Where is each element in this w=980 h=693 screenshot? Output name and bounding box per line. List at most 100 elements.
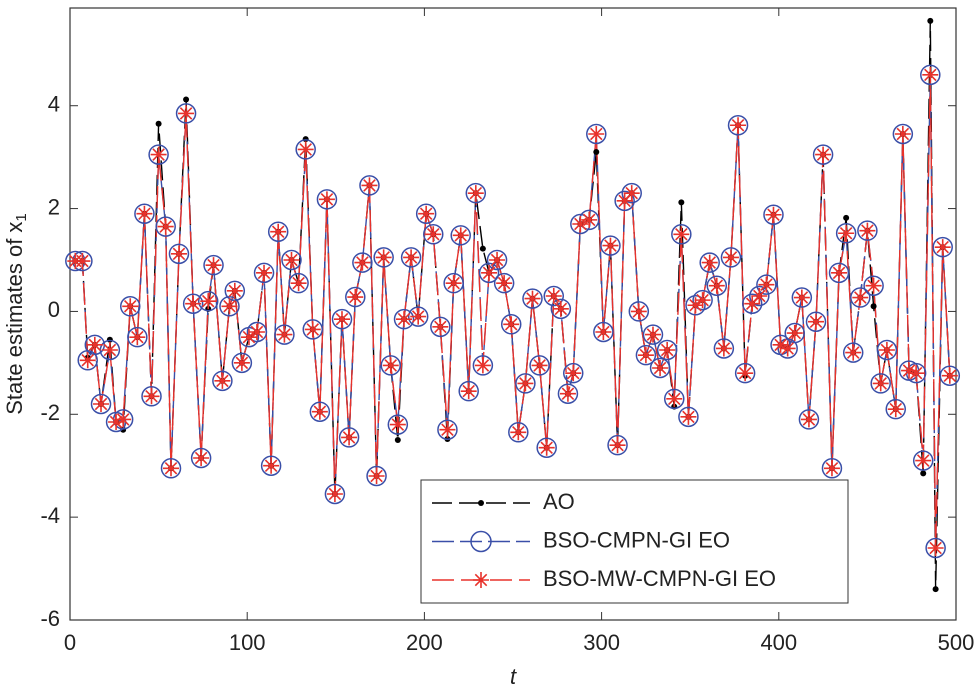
y-tick-label: -2 — [40, 400, 60, 425]
star-marker — [630, 303, 647, 320]
circle-marker — [656, 339, 678, 361]
star-marker — [694, 292, 711, 309]
star-marker — [425, 226, 442, 243]
circle-marker — [536, 437, 557, 458]
star-marker — [922, 66, 939, 83]
legend-label: AO — [543, 489, 575, 514]
star-marker — [644, 326, 661, 343]
star-marker — [452, 227, 469, 244]
circle-marker — [430, 316, 451, 338]
star-marker — [808, 313, 825, 330]
star-marker — [226, 282, 243, 299]
star-marker — [163, 460, 180, 477]
star-marker — [687, 297, 704, 314]
star-marker — [403, 249, 420, 266]
star-marker — [297, 141, 314, 158]
circle-marker — [486, 249, 508, 271]
circle-marker — [231, 352, 253, 374]
star-marker — [673, 226, 690, 243]
star-marker — [503, 316, 520, 333]
star-marker — [751, 288, 768, 304]
star-marker — [595, 324, 612, 340]
star-marker — [765, 206, 782, 223]
star-marker — [221, 298, 238, 315]
circle-marker — [828, 262, 850, 284]
y-tick-label: -6 — [40, 606, 60, 631]
plot-frame — [69, 7, 957, 621]
x-tick-label: 500 — [938, 630, 975, 655]
circle-marker — [749, 285, 770, 307]
ao-dot — [155, 120, 162, 127]
star-marker — [623, 185, 640, 202]
circle-marker — [857, 220, 878, 241]
circle-marker — [500, 314, 522, 335]
star-marker — [701, 254, 718, 271]
star-marker — [290, 275, 307, 292]
star-marker — [256, 264, 273, 281]
circle-marker — [557, 383, 579, 404]
star-marker — [432, 318, 449, 335]
star-marker — [894, 126, 911, 142]
y-label-sub: 1 — [13, 213, 30, 221]
circle-marker — [415, 203, 437, 224]
star-marker — [311, 403, 328, 420]
circle-marker — [835, 223, 857, 244]
circle-marker — [493, 272, 515, 294]
star-marker — [418, 205, 435, 222]
circle-marker — [260, 455, 282, 476]
circle-marker — [522, 288, 543, 309]
circle-marker — [345, 286, 366, 308]
star-marker — [86, 336, 103, 353]
circle-marker — [720, 247, 742, 268]
star-marker — [517, 375, 534, 392]
circle-marker — [316, 189, 338, 210]
circle-marker — [885, 398, 907, 420]
y-axis-label: State estimates of x1 — [2, 213, 30, 415]
ao-dot — [920, 470, 927, 477]
circle-marker — [628, 301, 650, 322]
circle-marker — [850, 287, 871, 308]
y-tick-label: 2 — [48, 194, 60, 219]
circle-marker — [876, 339, 898, 361]
star-marker — [572, 216, 589, 232]
star-marker — [170, 245, 187, 262]
star-marker — [865, 277, 882, 294]
star-marker — [744, 295, 761, 312]
star-marker — [193, 450, 210, 466]
circle-marker — [734, 362, 756, 384]
star-marker — [205, 257, 222, 274]
ao-dot — [843, 214, 850, 221]
star-marker — [248, 324, 265, 340]
star-marker — [410, 308, 427, 325]
circle-marker — [465, 182, 487, 204]
ao-dot — [394, 437, 401, 443]
circle-marker — [324, 483, 346, 505]
circle-marker — [607, 434, 628, 456]
circle-marker — [190, 447, 212, 469]
star-marker — [101, 342, 118, 358]
circle-marker — [478, 262, 500, 284]
star-marker — [200, 293, 217, 310]
circle-marker — [842, 342, 864, 363]
star-marker — [233, 354, 250, 371]
circle-marker — [148, 144, 169, 165]
star-marker — [722, 249, 739, 266]
star-marker — [758, 276, 775, 293]
star-marker — [143, 388, 160, 405]
circle-marker — [309, 401, 331, 422]
circle-marker — [331, 308, 353, 330]
circle-marker — [155, 216, 176, 237]
circle-marker — [614, 190, 635, 212]
star-marker — [815, 146, 832, 163]
circle-marker — [197, 290, 219, 312]
star-marker — [852, 289, 869, 306]
x-tick-label: 0 — [64, 630, 76, 655]
circle-marker — [741, 293, 763, 314]
y-label-main: State estimates of x — [2, 222, 27, 415]
circle-marker — [821, 458, 843, 479]
circle-marker — [246, 321, 268, 343]
star-marker — [304, 321, 321, 338]
star-marker — [240, 329, 257, 346]
circle-marker — [805, 311, 827, 332]
circle-marker — [685, 295, 706, 316]
